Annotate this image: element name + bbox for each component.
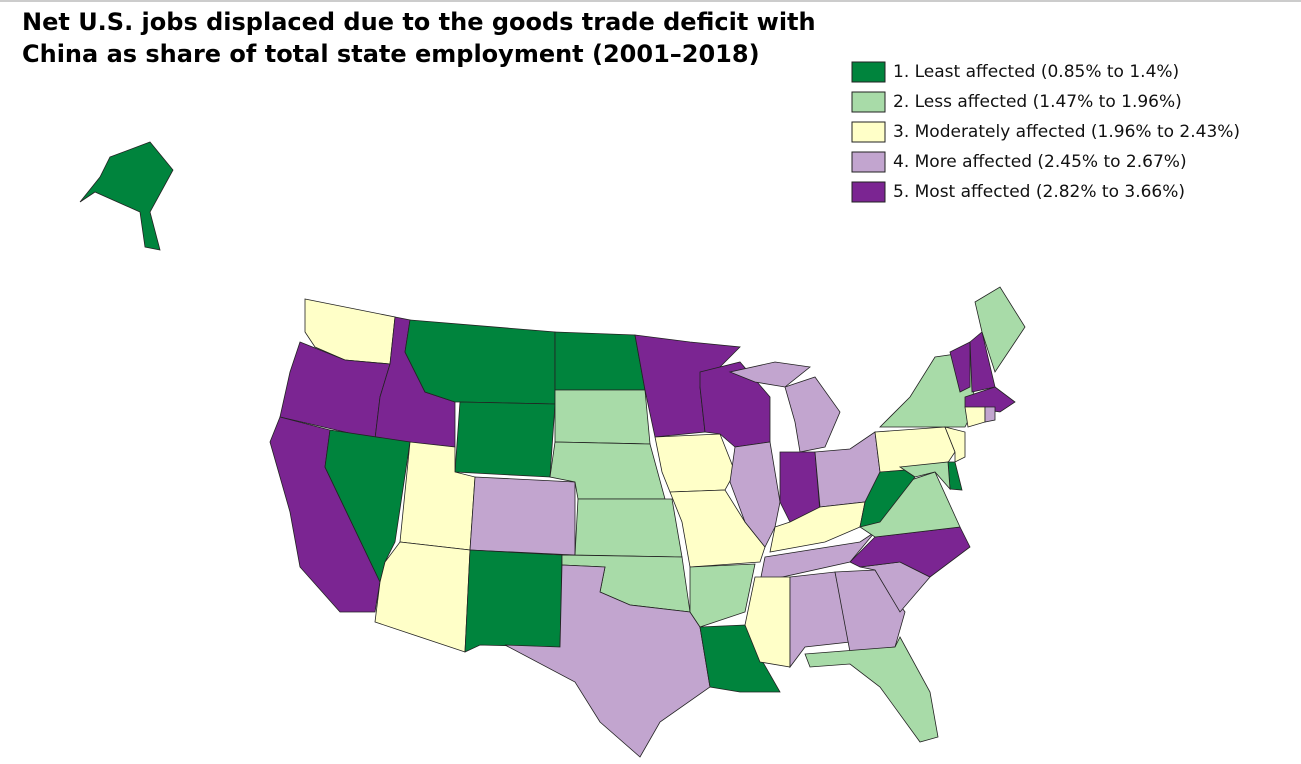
legend-label: 4. More affected (2.45% to 2.67%) — [893, 152, 1187, 172]
state — [804, 636, 939, 743]
state — [374, 541, 471, 653]
state — [949, 341, 971, 393]
legend: 1. Least affected (0.85% to 1.4%) 2. Less… — [851, 61, 1240, 203]
state — [404, 319, 556, 405]
state — [79, 141, 174, 251]
legend-swatch — [851, 121, 886, 143]
title: Net U.S. jobs displaced due to the goods… — [22, 8, 816, 68]
state — [964, 406, 986, 428]
state — [469, 476, 576, 556]
state — [574, 498, 683, 558]
state — [789, 571, 851, 669]
state — [744, 576, 791, 668]
legend-label: 1. Least affected (0.85% to 1.4%) — [893, 62, 1179, 82]
state — [944, 426, 966, 463]
state — [554, 331, 646, 391]
state — [728, 361, 811, 388]
state — [504, 564, 711, 758]
legend-label: 5. Most affected (2.82% to 3.66%) — [893, 182, 1185, 202]
state — [654, 433, 736, 493]
state — [454, 401, 556, 478]
state — [464, 549, 563, 653]
state — [898, 461, 951, 491]
legend-swatch — [851, 181, 886, 203]
state — [669, 489, 766, 568]
state — [554, 389, 651, 445]
legend-label: 3. Moderately affected (1.96% to 2.43%) — [893, 122, 1240, 142]
legend-swatch — [851, 151, 886, 173]
state — [784, 376, 841, 453]
state — [984, 406, 996, 423]
state — [729, 441, 781, 548]
state — [974, 286, 1026, 373]
state — [689, 563, 756, 628]
legend-swatch — [851, 61, 886, 83]
state — [964, 386, 1016, 413]
legend-label: 2. Less affected (1.47% to 1.96%) — [893, 92, 1182, 112]
legend-swatch — [851, 91, 886, 113]
state — [874, 426, 956, 473]
